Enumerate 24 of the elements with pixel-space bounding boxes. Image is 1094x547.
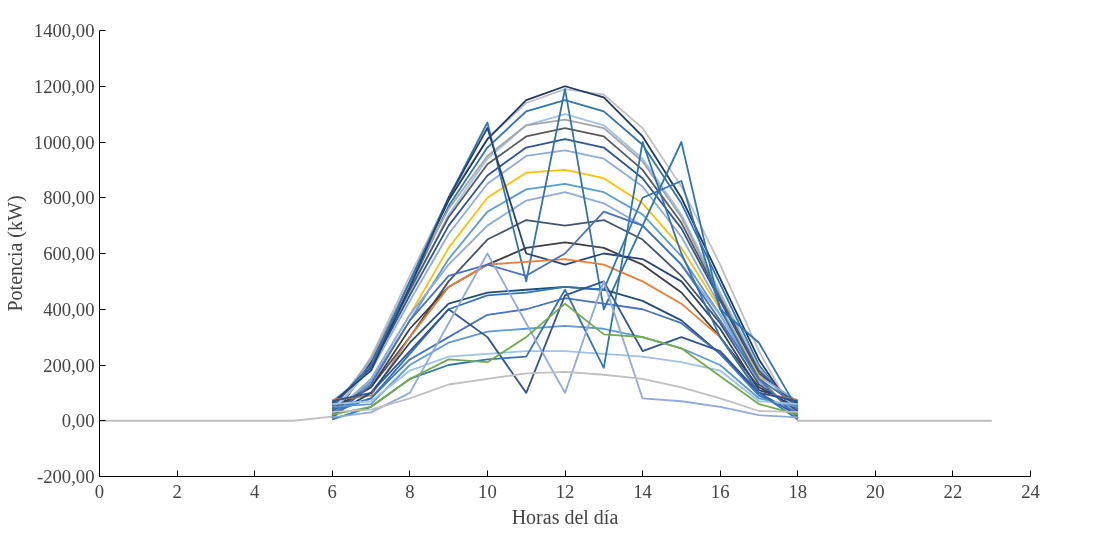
y-tick-label: 600,00	[43, 243, 95, 264]
x-tick-label: 20	[866, 480, 885, 502]
y-tick-label: 1400,00	[33, 20, 95, 41]
x-tick-label: 18	[788, 480, 808, 502]
x-tick-label: 14	[633, 480, 653, 502]
x-tick-label: 16	[710, 480, 730, 502]
x-tick-label: 4	[250, 480, 260, 502]
x-tick-label: 8	[405, 480, 415, 502]
y-axis-title: Potencia (kW)	[3, 195, 27, 312]
x-tick-label: 12	[555, 480, 575, 502]
x-tick-label: 22	[943, 480, 963, 502]
y-tick-label: 0,00	[61, 410, 95, 432]
x-tick-label: 2	[172, 480, 182, 502]
y-tick-label: 200,00	[43, 354, 95, 376]
y-tick-label: -200,00	[36, 466, 95, 487]
y-tick-label: 1200,00	[33, 75, 95, 97]
x-tick-label: 10	[478, 480, 497, 502]
y-tick-label: 1000,00	[33, 131, 95, 153]
x-tick-label: 6	[327, 480, 337, 502]
y-tick-label: 800,00	[43, 187, 95, 209]
x-axis-title: Horas del día	[511, 505, 619, 528]
x-tick-label: 24	[1021, 480, 1041, 502]
y-tick-label: 400,00	[43, 298, 95, 320]
x-tick-label: 0	[94, 480, 105, 502]
